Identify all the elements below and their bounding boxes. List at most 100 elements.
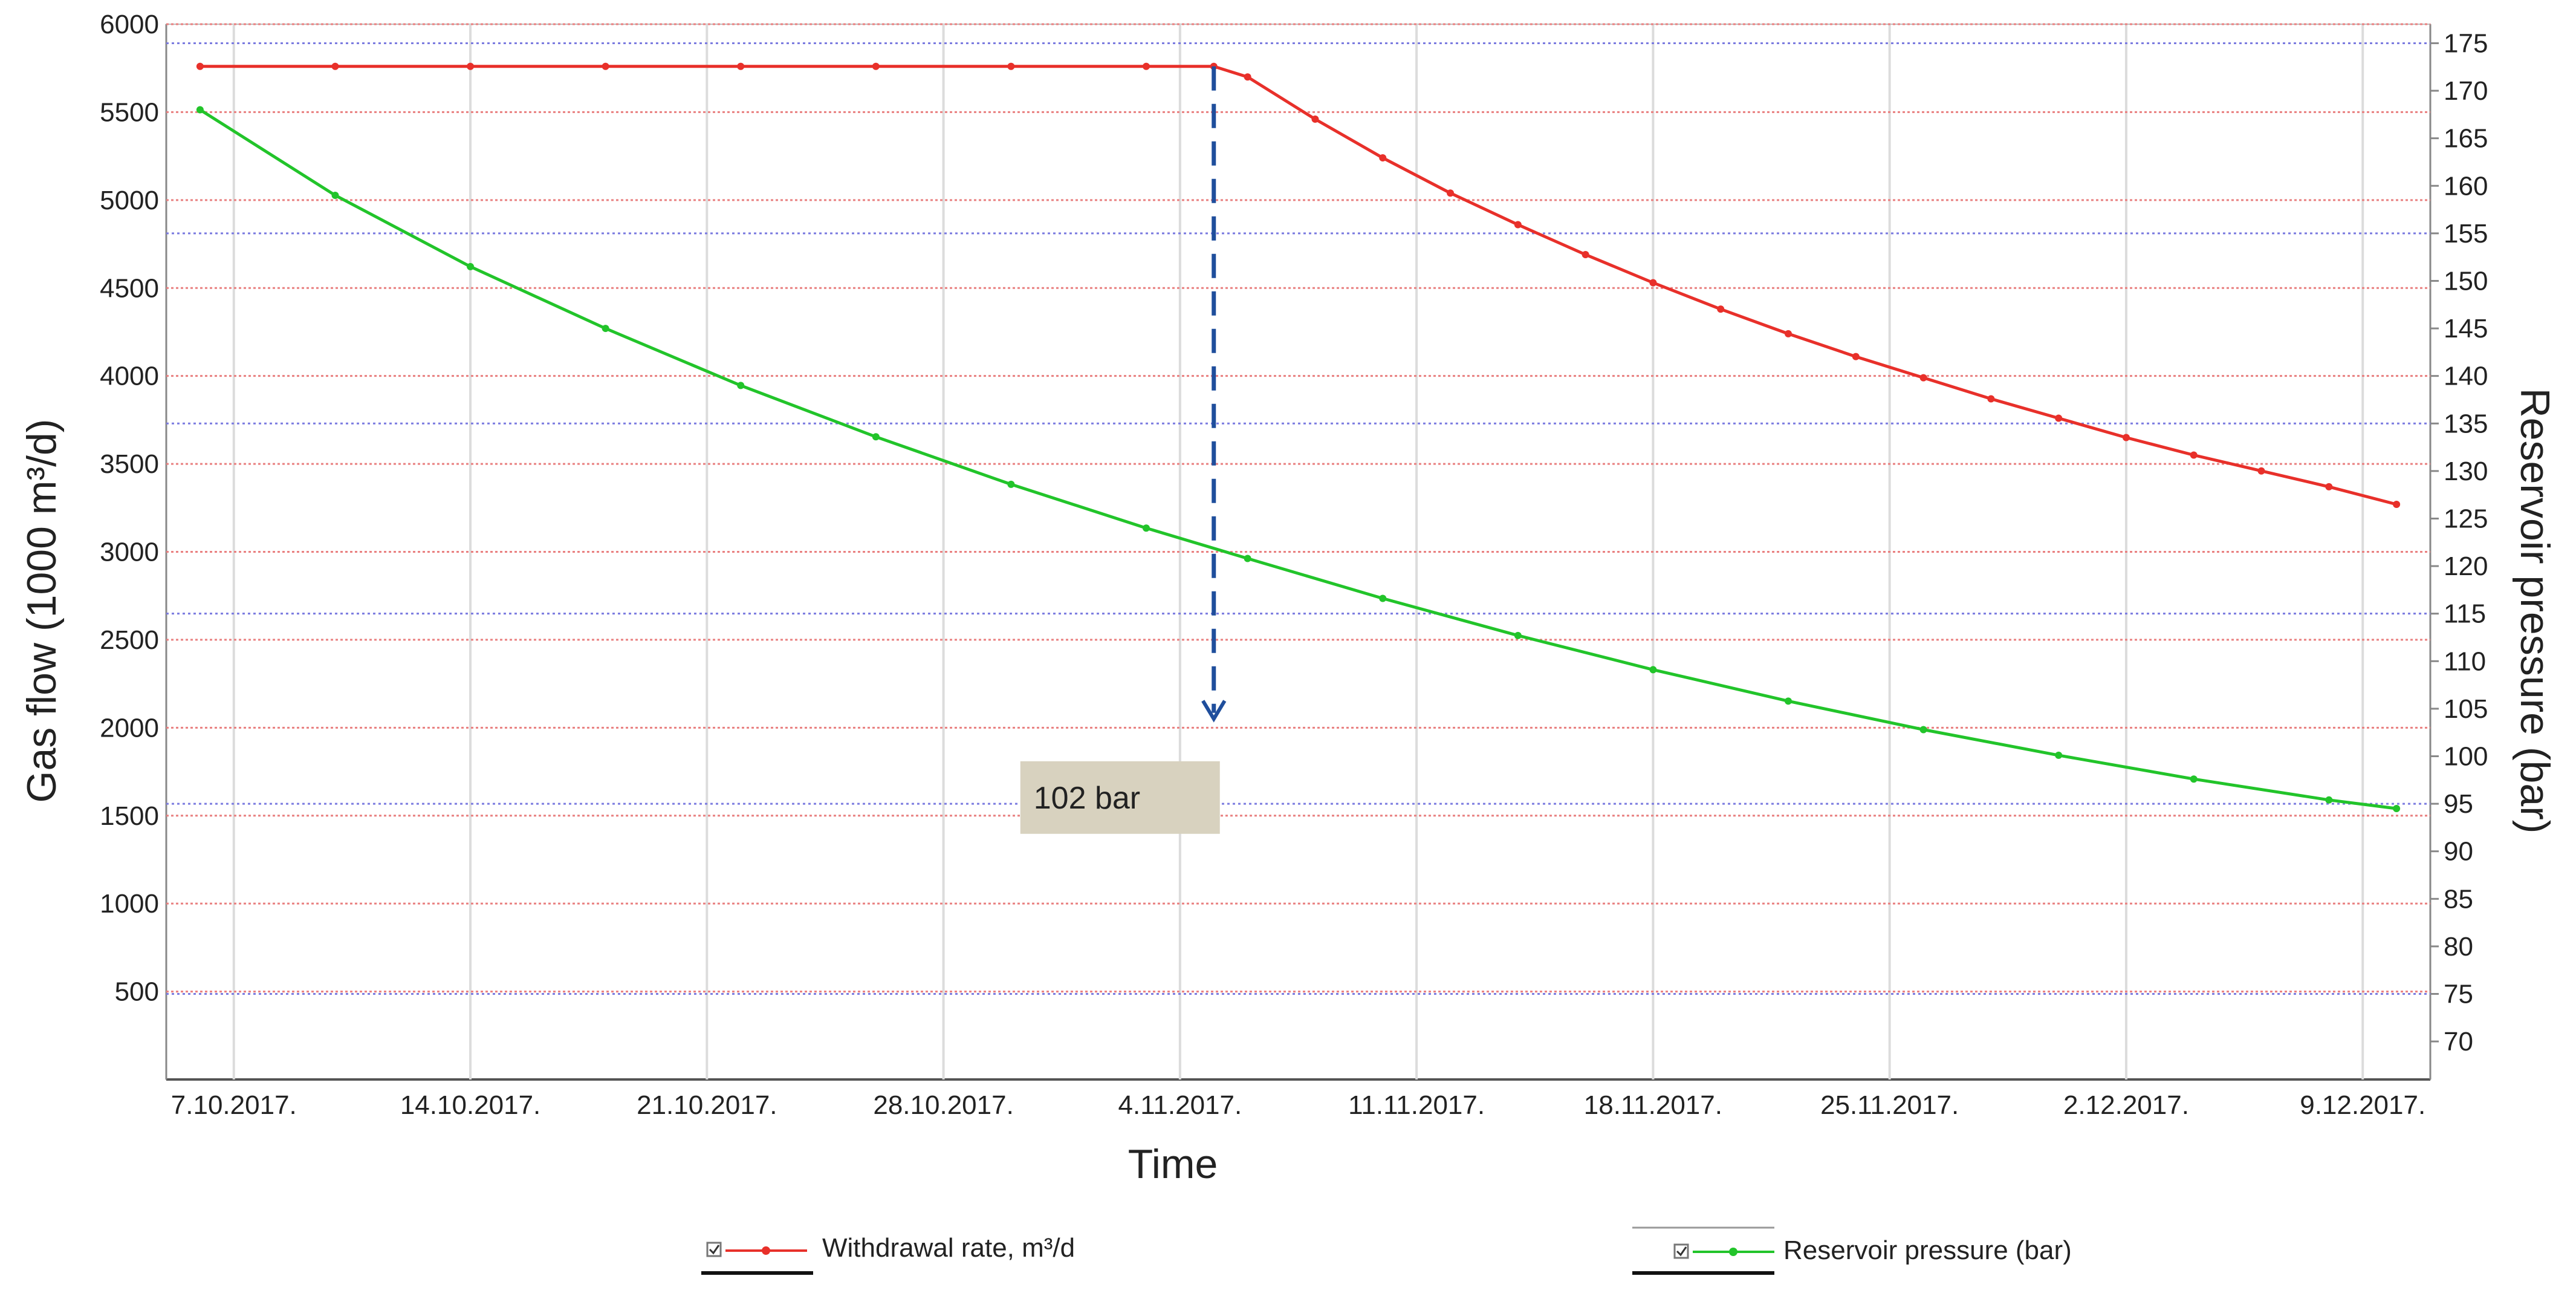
legend-item-withdrawal[interactable]: Withdrawal rate, m³/d	[701, 1233, 1075, 1275]
x-tick-label: 7.10.2017.	[171, 1090, 297, 1120]
data-point	[1007, 480, 1015, 488]
x-axis-ticks: 7.10.2017. 14.10.2017. 21.10.2017. 28.10.20…	[171, 1090, 2425, 1120]
data-point	[1447, 189, 1455, 197]
data-point	[1784, 697, 1792, 705]
data-point	[2055, 751, 2063, 759]
data-point	[1311, 116, 1319, 123]
x-tick-label: 21.10.2017.	[637, 1090, 777, 1120]
x-tick-label: 18.11.2017.	[1584, 1090, 1722, 1120]
data-point	[2055, 414, 2063, 422]
legend-marker-pressure	[1729, 1248, 1737, 1256]
right-tick-label: 130	[2444, 457, 2488, 486]
left-tick-label: 4500	[100, 273, 159, 303]
annotation-box	[1020, 761, 1220, 834]
left-tick-label: 500	[115, 977, 159, 1007]
right-tick-label: 155	[2444, 219, 2488, 249]
right-tick-label: 120	[2444, 552, 2488, 581]
left-axis-ticks: 500 1000 1500 2000 2500 3000 3500 4000 4500 5000 5…	[100, 10, 159, 1007]
left-tick-label: 5000	[100, 186, 159, 215]
right-tick-label: 70	[2444, 1027, 2473, 1056]
data-point	[196, 62, 204, 70]
legend-checkbox-pressure[interactable]	[1673, 1243, 1689, 1259]
data-point	[1919, 374, 1927, 382]
right-tick-label: 125	[2444, 504, 2488, 533]
data-point	[331, 62, 339, 70]
data-point	[737, 382, 745, 389]
data-point	[2122, 434, 2130, 441]
right-tick-label: 170	[2444, 76, 2488, 106]
right-axis-label: Reservoir pressure (bar)	[2512, 388, 2558, 834]
x-tick-label: 25.11.2017.	[1820, 1090, 1959, 1120]
data-point	[2190, 775, 2198, 783]
right-tick-label: 160	[2444, 171, 2488, 201]
data-point	[2393, 500, 2401, 508]
right-tick-label: 80	[2444, 932, 2473, 962]
data-point	[1582, 250, 1589, 258]
data-point	[1987, 395, 1995, 403]
data-point	[1717, 305, 1725, 313]
data-point	[2257, 467, 2265, 475]
data-point	[1379, 594, 1387, 602]
x-axis-label: Time	[1128, 1141, 1218, 1187]
right-tick-label: 110	[2444, 646, 2486, 676]
check-icon	[1676, 1246, 1687, 1257]
data-point	[196, 106, 204, 114]
data-point	[1919, 726, 1927, 734]
right-tick-label: 145	[2444, 314, 2488, 343]
data-point	[2393, 804, 2401, 812]
x-tick-label: 2.12.2017.	[2063, 1090, 2189, 1120]
annotation-label: 102 bar	[1034, 781, 1140, 816]
legend: Withdrawal rate, m³/d Reservoir pressure…	[701, 1226, 2072, 1275]
data-point	[737, 62, 745, 70]
legend-checkbox-withdrawal[interactable]	[706, 1242, 722, 1257]
right-tick-label: 165	[2444, 124, 2488, 154]
x-tick-label: 9.12.2017.	[2300, 1090, 2425, 1120]
x-tick-label: 14.10.2017.	[400, 1090, 540, 1120]
x-tick-label: 28.10.2017.	[873, 1090, 1013, 1120]
data-point	[2190, 451, 2198, 459]
data-point	[1007, 62, 1015, 70]
data-point	[1649, 666, 1657, 674]
left-gridlines	[166, 23, 2430, 993]
data-point	[1649, 279, 1657, 287]
right-tick-label: 150	[2444, 266, 2488, 296]
check-icon	[709, 1245, 720, 1255]
legend-marker-withdrawal	[762, 1246, 770, 1255]
left-tick-label: 5500	[100, 97, 159, 127]
annotation-layer: 102 bar	[1020, 66, 1227, 834]
series-line-1	[199, 108, 2397, 810]
left-tick-label: 2500	[100, 625, 159, 655]
data-point	[872, 62, 880, 70]
left-tick-label: 1000	[100, 889, 159, 919]
data-point	[1244, 555, 1251, 562]
series-layer	[196, 62, 2401, 812]
arrow-head-icon	[1201, 700, 1227, 723]
left-tick-label: 2000	[100, 713, 159, 743]
right-tick-label: 85	[2444, 884, 2473, 914]
data-point	[602, 325, 609, 333]
data-point	[872, 433, 880, 441]
left-tick-label: 1500	[100, 801, 159, 831]
data-point	[2325, 796, 2333, 804]
left-tick-label: 3000	[100, 538, 159, 567]
data-point	[1852, 353, 1860, 360]
right-tick-label: 105	[2444, 694, 2488, 724]
legend-label-pressure: Reservoir pressure (bar)	[1783, 1236, 2072, 1265]
data-point	[602, 62, 609, 70]
legend-item-pressure[interactable]: Reservoir pressure (bar)	[1632, 1226, 2072, 1275]
data-point	[1142, 524, 1150, 532]
data-point	[2325, 483, 2333, 490]
right-tick-label: 140	[2444, 362, 2488, 391]
right-axis-ticks: 70 75 80 85 90 95 100 105 110 115 120 125 130 135 140 1…	[2430, 28, 2488, 1056]
right-tick-label: 75	[2444, 980, 2473, 1009]
left-tick-label: 6000	[100, 10, 159, 39]
left-axis-label: Gas flow (1000 m³/d)	[19, 419, 65, 803]
right-gridlines	[166, 42, 2430, 995]
x-tick-label: 11.11.2017.	[1348, 1090, 1485, 1120]
data-point	[1514, 631, 1522, 639]
right-tick-label: 100	[2444, 741, 2488, 771]
right-tick-label: 175	[2444, 28, 2488, 58]
data-point	[1514, 221, 1522, 229]
data-point	[1784, 330, 1792, 337]
